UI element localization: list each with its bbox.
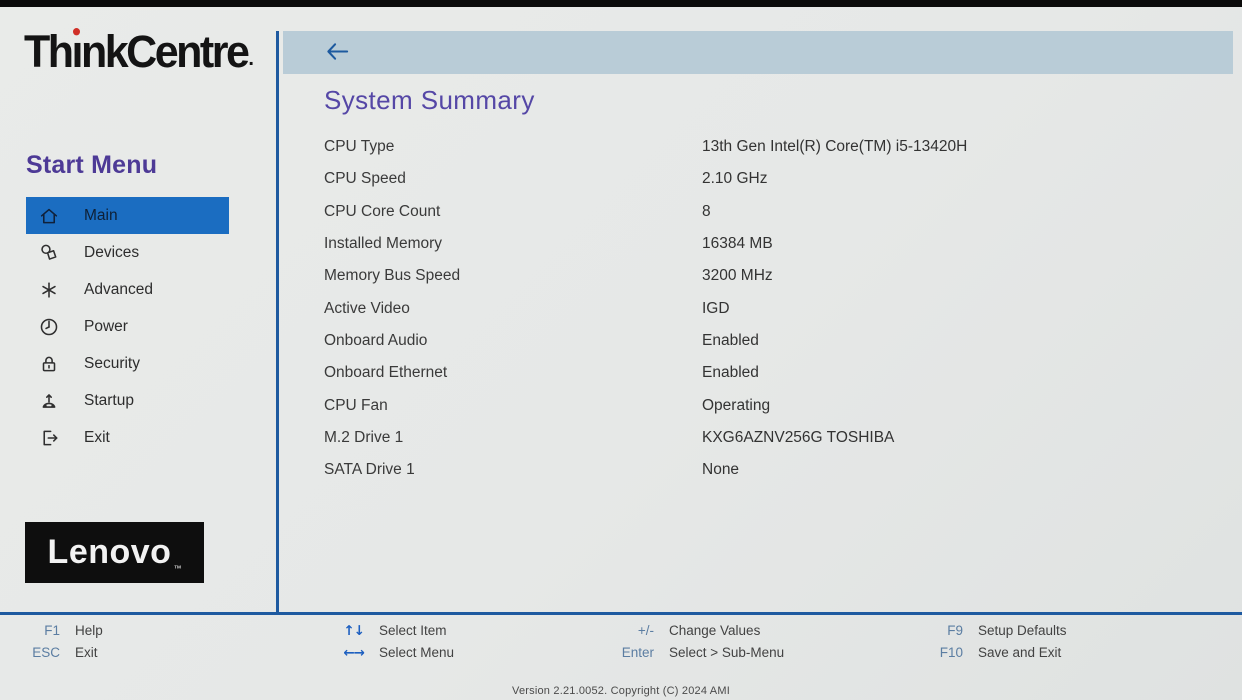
hint-group-select: ↑↓ Select Item ←→ Select Menu: [334, 622, 454, 662]
hint-key: Enter: [621, 645, 654, 661]
summary-row: Onboard Audio Enabled: [324, 325, 1222, 357]
hint-key: F10: [939, 645, 963, 661]
sidebar-item-label: Exit: [84, 428, 110, 446]
summary-row-label: CPU Core Count: [324, 202, 441, 220]
summary-row: Memory Bus Speed 3200 MHz: [324, 260, 1222, 292]
summary-row: CPU Type 13th Gen Intel(R) Core(TM) i5-13…: [324, 131, 1222, 163]
top-bezel-strip: [0, 0, 1242, 7]
hint-group-help-exit: F1 Help ESC Exit: [30, 622, 103, 662]
summary-row-label: CPU Speed: [324, 170, 406, 188]
hint-label: Help: [75, 623, 103, 638]
sidebar-item-label: Startup: [84, 391, 134, 409]
summary-row: Installed Memory 16384 MB: [324, 228, 1222, 260]
hint-label: Select Item: [379, 623, 447, 638]
system-summary-table: CPU Type 13th Gen Intel(R) Core(TM) i5-13…: [324, 131, 1222, 486]
home-icon: [38, 205, 60, 227]
footer-divider-line: [0, 612, 1242, 615]
summary-row-label: Onboard Audio: [324, 331, 428, 349]
hint-key: F1: [44, 623, 60, 638]
sidebar-item-startup[interactable]: Startup: [26, 382, 229, 419]
version-text: Version 2.21.0052. Copyright (C) 2024 AM…: [512, 685, 730, 697]
thinkcentre-logo: ThınkCentre.: [24, 27, 254, 78]
summary-row-label: SATA Drive 1: [324, 461, 415, 479]
sidebar-item-label: Devices: [84, 243, 140, 261]
summary-row-label: CPU Fan: [324, 396, 388, 414]
summary-row-value: IGD: [702, 299, 730, 317]
summary-row-value: None: [702, 461, 740, 479]
left-right-arrows-icon: ←→: [343, 645, 365, 662]
summary-row: CPU Fan Operating: [324, 389, 1222, 421]
summary-row-label: Active Video: [324, 299, 410, 317]
back-button[interactable]: [324, 38, 351, 68]
hint-key: F9: [947, 623, 963, 638]
sidebar-item-label: Power: [84, 317, 128, 335]
summary-row: CPU Speed 2.10 GHz: [324, 163, 1222, 195]
devices-icon: [38, 242, 60, 264]
sidebar-item-security[interactable]: Security: [26, 345, 229, 382]
summary-row-label: Onboard Ethernet: [324, 364, 448, 382]
hint-group-f9-f10: F9 Setup Defaults F10 Save and Exit: [925, 622, 1067, 662]
summary-row-value: 3200 MHz: [702, 267, 773, 285]
summary-row-value: Operating: [702, 396, 771, 414]
hint-label: Setup Defaults: [978, 623, 1067, 638]
power-clock-icon: [38, 316, 60, 338]
lenovo-logo: Lenovo ™: [25, 522, 204, 583]
summary-row-value: KXG6AZNV256G TOSHIBA: [702, 428, 895, 446]
start-menu-nav: Main Devices Advanced Power Security Startup E…: [26, 197, 256, 456]
sidebar-item-label: Main: [84, 206, 118, 224]
summary-row-label: Installed Memory: [324, 235, 443, 253]
startup-arrow-icon: [38, 390, 60, 412]
exit-arrow-icon: [38, 427, 60, 449]
summary-row-label: CPU Type: [324, 138, 395, 156]
footer-hints-bar: F1 Help ESC Exit ↑↓ Select Item ←→ Select Menu…: [0, 612, 1242, 700]
summary-row: CPU Core Count 8: [324, 196, 1222, 228]
advanced-asterisk-icon: [38, 279, 60, 301]
summary-row-value: 13th Gen Intel(R) Core(TM) i5-13420H: [702, 138, 968, 156]
sidebar-item-label: Security: [84, 354, 140, 372]
summary-row-label: Memory Bus Speed: [324, 267, 461, 285]
up-down-arrows-icon: ↑↓: [343, 623, 365, 639]
summary-row-value: 2.10 GHz: [702, 170, 768, 188]
summary-row: Onboard Ethernet Enabled: [324, 357, 1222, 389]
start-menu-title: Start Menu: [26, 151, 158, 179]
sidebar-item-main[interactable]: Main: [26, 197, 229, 234]
summary-row-label: M.2 Drive 1: [324, 428, 404, 446]
logo-red-dot-i: ı: [71, 27, 84, 78]
sidebar-item-devices[interactable]: Devices: [26, 234, 229, 271]
hint-key: +/-: [637, 623, 654, 638]
back-arrow-icon: [324, 38, 351, 68]
summary-row-value: Enabled: [702, 364, 759, 382]
thinkcentre-logo-text: ThınkCentre: [24, 27, 250, 78]
lock-icon: [38, 353, 60, 375]
sidebar: ThınkCentre. Start Menu Main Devices Advan…: [0, 7, 276, 612]
hint-label: Select Menu: [379, 645, 455, 661]
hint-label: Save and Exit: [978, 645, 1062, 661]
summary-row: Active Video IGD: [324, 292, 1222, 324]
summary-row: M.2 Drive 1 KXG6AZNV256G TOSHIBA: [324, 422, 1222, 454]
hint-label: Select > Sub-Menu: [669, 645, 785, 661]
sidebar-item-label: Advanced: [84, 280, 153, 298]
sidebar-item-exit[interactable]: Exit: [26, 419, 229, 456]
hint-label: Change Values: [669, 623, 761, 638]
lenovo-trademark: ™: [173, 564, 182, 573]
hint-label: Exit: [75, 645, 98, 661]
lenovo-logo-text: Lenovo: [47, 533, 172, 571]
sidebar-item-power[interactable]: Power: [26, 308, 229, 345]
summary-row-value: 16384 MB: [702, 235, 773, 253]
registered-mark: .: [248, 48, 254, 70]
main-panel: System Summary CPU Type 13th Gen Intel(R)…: [279, 7, 1242, 612]
summary-row-value: Enabled: [702, 331, 759, 349]
sidebar-item-advanced[interactable]: Advanced: [26, 271, 229, 308]
summary-row: SATA Drive 1 None: [324, 454, 1222, 486]
page-title: System Summary: [324, 85, 535, 115]
header-band: [283, 31, 1233, 74]
summary-row-value: 8: [702, 202, 711, 220]
sidebar-divider-line: [276, 31, 279, 612]
hint-group-change-enter: +/- Change Values Enter Select > Sub-Menu: [608, 622, 784, 662]
hint-key: ESC: [32, 645, 60, 661]
